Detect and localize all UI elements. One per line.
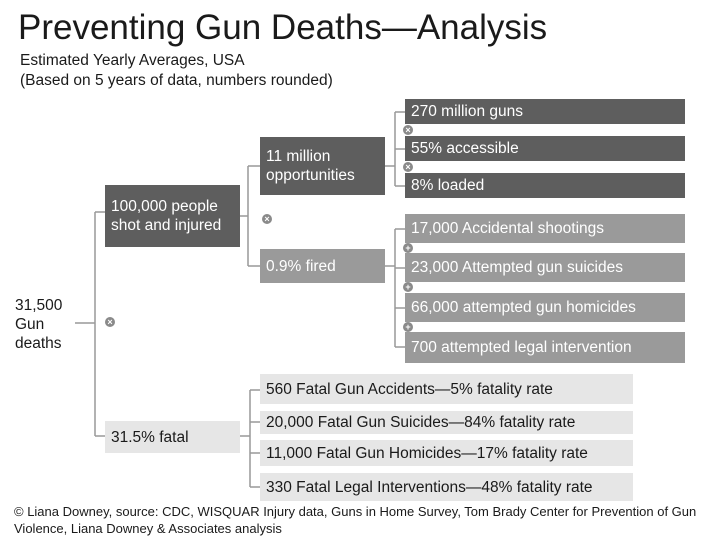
node-fatal-suicides: 20,000 Fatal Gun Suicides—84% fatality r… xyxy=(260,411,633,434)
node-fired: 0.9% fired xyxy=(260,249,385,283)
node-fatal-legal-interventions: 330 Fatal Legal Interventions—48% fatali… xyxy=(260,473,633,501)
node-shot-injured: 100,000 people shot and injured xyxy=(105,185,240,247)
page-title: Preventing Gun Deaths—Analysis xyxy=(18,8,548,47)
plus-icon: + xyxy=(403,243,413,253)
plus-icon: + xyxy=(403,282,413,292)
subtitle-line-2: (Based on 5 years of data, numbers round… xyxy=(20,72,333,89)
node-fatal: 31.5% fatal xyxy=(105,421,240,453)
node-attempted-suicides: 23,000 Attempted gun suicides xyxy=(405,253,685,282)
node-guns: 270 million guns xyxy=(405,99,685,124)
source-footer: © Liana Downey, source: CDC, WISQUAR Inj… xyxy=(14,504,697,536)
node-fatal-homicides: 11,000 Fatal Gun Homicides—17% fatality … xyxy=(260,440,633,466)
node-loaded: 8% loaded xyxy=(405,173,685,198)
node-opportunities: 11 million opportunities xyxy=(260,137,385,195)
node-accidental-shootings: 17,000 Accidental shootings xyxy=(405,214,685,243)
node-attempted-legal-intervention: 700 attempted legal intervention xyxy=(405,332,685,363)
plus-icon: + xyxy=(403,322,413,332)
node-fatal-accidents: 560 Fatal Gun Accidents—5% fatality rate xyxy=(260,374,633,404)
multiply-icon: × xyxy=(403,162,413,172)
node-attempted-homicides: 66,000 attempted gun homicides xyxy=(405,293,685,322)
multiply-icon: × xyxy=(262,214,272,224)
multiply-icon: × xyxy=(105,317,115,327)
node-gun-deaths: 31,500 Gun deaths xyxy=(15,297,63,352)
node-accessible: 55% accessible xyxy=(405,136,685,161)
subtitle-line-1: Estimated Yearly Averages, USA xyxy=(20,52,245,69)
multiply-icon: × xyxy=(403,125,413,135)
